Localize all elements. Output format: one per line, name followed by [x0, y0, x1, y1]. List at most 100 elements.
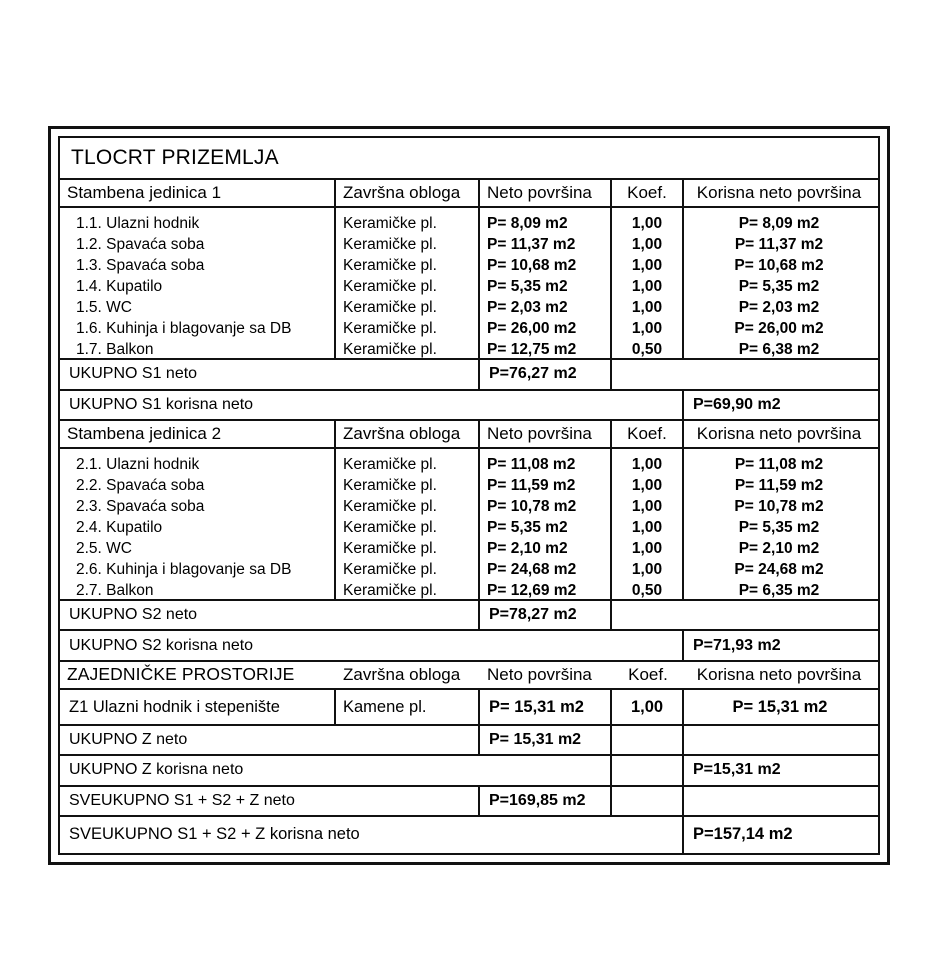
list-item-finish: Keramičke pl.: [343, 498, 437, 516]
list-item: 2.2. Spavaća soba: [76, 477, 205, 495]
items-coef-s2: 1,00 1,00 1,00 1,00 1,00 1,00 0,50: [612, 449, 684, 600]
section-items-z: Z1 Ulazni hodnik i stepenište Kamene pl.…: [60, 689, 878, 727]
list-item-coef: 1,00: [612, 689, 684, 725]
total-useful-value-s2: P=71,93 m2: [693, 636, 781, 654]
list-item-useful: P= 10,68 m2: [734, 257, 824, 275]
list-item-useful: P= 6,38 m2: [738, 341, 820, 359]
list-item-net: P= 5,35 m2: [487, 519, 568, 537]
total-net-value-z: P= 15,31 m2: [480, 726, 612, 755]
list-item-coef: 1,00: [631, 278, 663, 296]
list-item-finish: Kamene pl.: [336, 689, 480, 725]
list-item-net: P= 10,78 m2: [487, 498, 577, 516]
list-item-finish: Keramičke pl.: [343, 582, 437, 600]
items-coef-s1: 1,00 1,00 1,00 1,00 1,00 1,00 0,50: [612, 208, 684, 359]
list-item-finish: Keramičke pl.: [343, 278, 437, 296]
grand-total-net-row: SVEUKUPNO S1 + S2 + Z neto P=169,85 m2: [60, 786, 878, 817]
list-item-coef: 1,00: [631, 456, 663, 474]
list-item-useful: P= 5,35 m2: [738, 519, 820, 537]
list-item-useful: P= 2,10 m2: [738, 540, 820, 558]
table-title-row: TLOCRT PRIZEMLJA: [60, 138, 878, 180]
column-header-unit-2: Stambena jedinica 2: [60, 420, 336, 448]
list-item: 1.7. Balkon: [76, 341, 154, 359]
list-item-finish: Keramičke pl.: [343, 540, 437, 558]
total-net-label-s1: UKUPNO S1 neto: [60, 360, 480, 389]
list-item: 2.1. Ulazni hodnik: [76, 456, 200, 474]
items-names-s1: 1.1. Ulazni hodnik 1.2. Spavaća soba 1.3…: [60, 208, 336, 359]
list-item-useful: P= 24,68 m2: [734, 561, 824, 579]
list-item-coef: 1,00: [631, 540, 663, 558]
list-item-finish: Keramičke pl.: [343, 341, 437, 359]
list-item-finish: Keramičke pl.: [343, 215, 437, 233]
list-item-coef: 1,00: [631, 257, 663, 275]
list-item: 1.1. Ulazni hodnik: [76, 215, 200, 233]
items-names-s2: 2.1. Ulazni hodnik 2.2. Spavaća soba 2.3…: [60, 449, 336, 600]
section-header-row-z: ZAJEDNIČKE PROSTORIJE Završna obloga Net…: [60, 662, 878, 690]
list-item-net: P= 26,00 m2: [487, 320, 577, 338]
list-item: 1.5. WC: [76, 299, 132, 317]
total-useful-empty-koef-z: [612, 756, 684, 785]
list-item-useful: P= 6,35 m2: [738, 582, 820, 600]
total-useful-label-s2: UKUPNO S2 korisna neto: [60, 631, 684, 660]
column-header-coef-z: Koef.: [628, 664, 668, 684]
list-item-useful: P= 2,03 m2: [738, 299, 820, 317]
list-item-finish: Keramičke pl.: [343, 561, 437, 579]
section-items-s1: 1.1. Ulazni hodnik 1.2. Spavaća soba 1.3…: [60, 208, 878, 361]
list-item: 2.5. WC: [76, 540, 132, 558]
column-header-finish: Završna obloga: [336, 179, 480, 207]
list-item-coef: 1,00: [631, 320, 663, 338]
total-net-empty-s2: [612, 601, 874, 629]
total-net-row-s1: UKUPNO S1 neto P=76,27 m2: [60, 360, 878, 391]
list-item-useful: P= 8,09 m2: [738, 215, 820, 233]
list-item-finish: Keramičke pl.: [343, 320, 437, 338]
list-item-useful: P= 11,59 m2: [734, 477, 824, 495]
total-net-label-z: UKUPNO Z neto: [60, 726, 480, 755]
list-item-coef: 1,00: [631, 215, 663, 233]
list-item-net: P= 12,69 m2: [487, 582, 577, 600]
items-useful-s1: P= 8,09 m2 P= 11,37 m2 P= 10,68 m2 P= 5,…: [684, 208, 874, 358]
list-item-net: P= 8,09 m2: [487, 215, 568, 233]
items-finish-s2: Keramičke pl. Keramičke pl. Keramičke pl…: [336, 449, 480, 600]
total-useful-label-z: UKUPNO Z korisna neto: [60, 756, 612, 785]
list-item-useful: P= 26,00 m2: [734, 320, 824, 338]
grand-total-useful-value: P=157,14 m2: [693, 825, 793, 844]
section-header-row-s2: Stambena jedinica 2 Završna obloga Neto …: [60, 420, 878, 450]
list-item-useful: P= 5,35 m2: [738, 278, 820, 296]
list-item-net: P= 10,68 m2: [487, 257, 577, 275]
section-items-s2: 2.1. Ulazni hodnik 2.2. Spavaća soba 2.3…: [60, 449, 878, 602]
list-item-net: P= 12,75 m2: [487, 341, 577, 359]
list-item-useful: P= 15,31 m2: [732, 697, 828, 716]
list-item-net: P= 15,31 m2: [480, 689, 612, 725]
items-finish-s1: Keramičke pl. Keramičke pl. Keramičke pl…: [336, 208, 480, 359]
column-header-coef-2: Koef.: [612, 420, 684, 448]
list-item-net: P= 5,35 m2: [487, 278, 568, 296]
list-item: 1.2. Spavaća soba: [76, 236, 205, 254]
list-item-coef: 0,50: [631, 341, 663, 359]
list-item-net: P= 11,59 m2: [487, 477, 576, 495]
column-header-net-2: Neto površina: [480, 420, 612, 448]
list-item: 2.7. Balkon: [76, 582, 154, 600]
total-net-empty-koef-z: [612, 726, 684, 755]
total-net-empty-s1: [612, 360, 874, 388]
list-item-useful: P= 11,37 m2: [734, 236, 824, 254]
list-item: Z1 Ulazni hodnik i stepenište: [60, 689, 336, 725]
list-item-useful: P= 11,08 m2: [734, 456, 824, 474]
total-net-value-s2: P=78,27 m2: [480, 601, 612, 630]
column-header-net: Neto površina: [480, 179, 612, 207]
column-header-useful: Korisna neto površina: [696, 183, 862, 203]
area-schedule-table: TLOCRT PRIZEMLJA Stambena jedinica 1 Zav…: [58, 136, 880, 855]
items-useful-s2: P= 11,08 m2 P= 11,59 m2 P= 10,78 m2 P= 5…: [684, 449, 874, 599]
total-net-value-s1: P=76,27 m2: [480, 360, 612, 389]
items-net-s1: P= 8,09 m2 P= 11,37 m2 P= 10,68 m2 P= 5,…: [480, 208, 612, 359]
grand-total-useful-label: SVEUKUPNO S1 + S2 + Z korisna neto: [60, 816, 684, 853]
total-useful-label-s1: UKUPNO S1 korisna neto: [60, 390, 684, 419]
column-header-coef: Koef.: [612, 179, 684, 207]
page-title: TLOCRT PRIZEMLJA: [71, 145, 279, 169]
total-useful-row-s2: UKUPNO S2 korisna neto P=71,93 m2: [60, 631, 878, 662]
list-item-net: P= 2,10 m2: [487, 540, 568, 558]
list-item: 2.3. Spavaća soba: [76, 498, 205, 516]
list-item-net: P= 11,37 m2: [487, 236, 576, 254]
column-header-unit: Stambena jedinica 1: [60, 179, 336, 207]
list-item: 1.4. Kupatilo: [76, 278, 163, 296]
list-item-finish: Keramičke pl.: [343, 257, 437, 275]
grand-total-net-value: P=169,85 m2: [480, 786, 612, 815]
